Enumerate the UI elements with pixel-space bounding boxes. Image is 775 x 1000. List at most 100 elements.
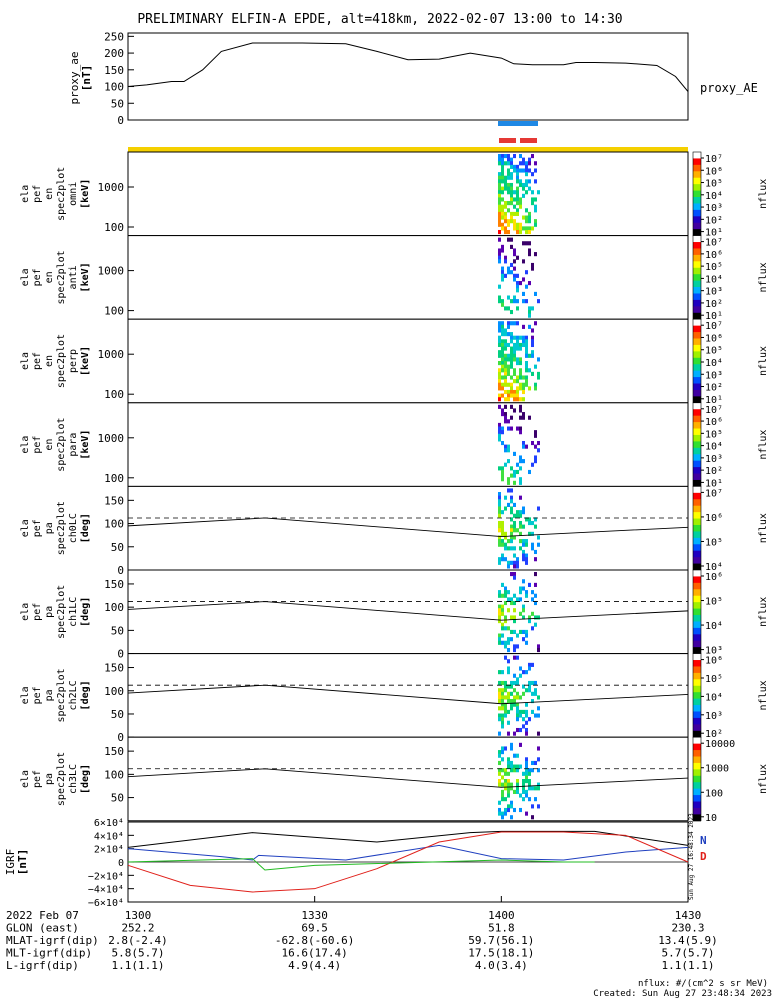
en_omni-colorbar-seg xyxy=(693,177,701,185)
en_omni-cell xyxy=(504,201,507,206)
en_omni-cell xyxy=(513,219,516,224)
pa_ch3-cell xyxy=(501,789,504,794)
en_perp-cell xyxy=(513,353,516,358)
pa_ch1-cell xyxy=(537,644,540,649)
en_omni-cell xyxy=(513,164,516,169)
en_omni-cell xyxy=(504,179,507,184)
en_para-cell xyxy=(519,455,522,460)
pa_ch0-cell xyxy=(513,528,516,533)
pa_ch0-cb-title: nflux xyxy=(758,513,769,543)
en_omni-cb-label: 10⁶ xyxy=(705,166,723,177)
en_anti-ytick-label: 1000 xyxy=(98,265,125,278)
igrf-ylabel-1: [nT] xyxy=(16,849,29,876)
pa_ch1-cell xyxy=(528,619,531,624)
en_omni-ylabel: ela xyxy=(20,185,31,203)
en_anti-cell xyxy=(513,273,516,278)
en_perp-cell xyxy=(534,321,537,326)
en_anti-colorbar-seg xyxy=(693,248,701,256)
en_anti-cb-label: 10² xyxy=(705,299,723,310)
pa_ch2-cell xyxy=(528,662,531,667)
pa_ch3-cell xyxy=(516,779,519,784)
en_anti-cell xyxy=(525,299,528,304)
en_anti-cell xyxy=(534,252,537,257)
en_perp-cell xyxy=(498,368,501,373)
en_perp-cell xyxy=(534,382,537,387)
en_anti-ylabel: spec2plot xyxy=(56,250,67,304)
pa_ch1-cb-label: 10³ xyxy=(705,646,723,657)
en_perp-cell xyxy=(519,397,522,402)
pa_ch2-cell xyxy=(504,713,507,718)
pa_ch1-cell xyxy=(501,611,504,616)
pa_ch0-colorbar-seg xyxy=(693,524,701,532)
pa_ch3-cell xyxy=(507,782,510,787)
pa_ch0-cell xyxy=(525,517,528,522)
en_perp-cell xyxy=(516,375,519,380)
x-row-value: 5.7(5.7) xyxy=(662,947,715,960)
en_para-cell xyxy=(519,415,522,420)
pa_ch3-cell xyxy=(504,786,507,791)
pa_ch1-cell xyxy=(510,615,513,620)
pa_ch2-cell xyxy=(513,702,516,707)
pa_ch2-colorbar-seg xyxy=(693,666,701,674)
en_para-cell xyxy=(522,412,525,417)
pa_ch3-cell xyxy=(519,742,522,747)
en_perp-cell xyxy=(510,350,513,355)
pa_ch3-ylabel: ch3LC xyxy=(68,764,79,794)
en_anti-cb-label: 10⁴ xyxy=(705,274,723,285)
pa_ch3-cell xyxy=(498,750,501,755)
pa_ch3-colorbar-seg xyxy=(693,737,701,745)
en_omni-colorbar-seg xyxy=(693,164,701,172)
en_omni-colorbar-seg xyxy=(693,158,701,166)
en_perp-cb-label: 10¹ xyxy=(705,395,723,406)
pa_ch1-cell xyxy=(522,637,525,642)
en_para-cell xyxy=(504,462,507,467)
en_para-frame xyxy=(127,402,689,487)
pa_ch2-cell xyxy=(498,706,501,711)
pa_ch3-cell xyxy=(501,815,504,820)
en_para-colorbar-seg xyxy=(693,409,701,417)
en_para-colorbar-seg xyxy=(693,454,701,462)
en_omni-cell xyxy=(501,172,504,177)
en_anti-cell xyxy=(504,306,507,311)
pa_ch3-cell xyxy=(516,768,519,773)
en_omni-cell xyxy=(516,226,519,231)
pa_ch1-colorbar-seg xyxy=(693,640,701,648)
pa_ch2-cell xyxy=(531,680,534,686)
pa_ch3-cell xyxy=(507,793,510,798)
en_omni-cell xyxy=(528,161,531,166)
pa_ch2-cell xyxy=(519,666,522,671)
pa_ch3-cell xyxy=(504,797,507,802)
pa_ch1-cell xyxy=(501,626,504,631)
en_anti-cell xyxy=(498,259,501,264)
pa_ch0-cell xyxy=(522,510,525,515)
en_omni-cell xyxy=(525,161,528,166)
en_omni-cell xyxy=(513,190,516,195)
en_omni-cell xyxy=(510,186,513,191)
pa_ch3-colorbar-seg xyxy=(693,801,701,809)
en_omni-cell xyxy=(507,175,510,180)
pa_ch3-cell xyxy=(504,807,507,813)
en_omni-cell xyxy=(525,168,528,173)
en_omni-cell xyxy=(510,175,513,180)
en_anti-cell xyxy=(522,277,525,282)
pa_ch3-cell xyxy=(525,768,528,773)
pa_ch0-cell xyxy=(519,524,522,529)
en_anti-cell xyxy=(513,252,516,257)
pa_ch2-cell xyxy=(516,691,519,696)
pa_ch0-cell xyxy=(516,564,519,569)
en_perp-cell xyxy=(504,382,507,387)
pa_ch1-cell xyxy=(504,600,507,606)
en_perp-cell xyxy=(525,375,528,380)
pa_ch1-cell xyxy=(525,590,528,595)
en_perp-cell xyxy=(501,393,504,398)
pa_ch1-ytick-label: 100 xyxy=(104,601,124,614)
pa_ch0-cell xyxy=(504,495,507,500)
pa_ch0-cell xyxy=(516,510,519,515)
pa_ch0-cell xyxy=(516,557,519,562)
pa_ch1-cell xyxy=(501,608,504,613)
pa_ch3-cell xyxy=(525,764,528,769)
en_para-cell xyxy=(510,426,513,431)
en_anti-colorbar-seg xyxy=(693,293,701,301)
en_omni-cell xyxy=(531,190,534,195)
x-row-value: 17.5(18.1) xyxy=(468,947,534,960)
